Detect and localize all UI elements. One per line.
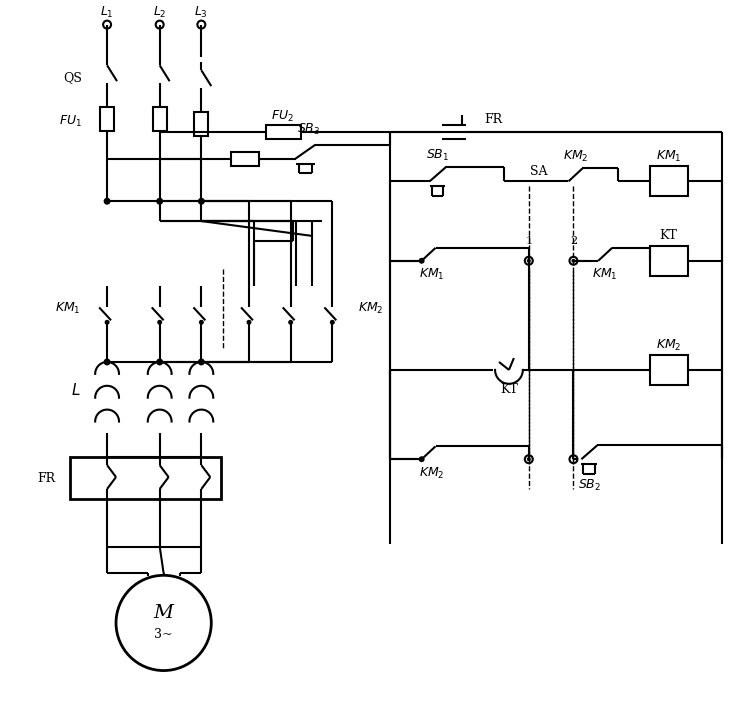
Bar (266, 125, 300, 138)
Circle shape (103, 198, 111, 204)
Text: $KM_2$: $KM_2$ (656, 338, 682, 353)
Text: FR: FR (37, 472, 55, 485)
Text: KT: KT (660, 229, 678, 242)
Circle shape (103, 21, 111, 29)
Text: $KM_1$: $KM_1$ (656, 149, 682, 164)
Bar (650, 246, 688, 275)
Circle shape (569, 455, 577, 463)
Text: $KM_1$: $KM_1$ (592, 267, 618, 282)
Circle shape (157, 320, 162, 325)
Text: 2: 2 (570, 236, 577, 246)
Text: 3~: 3~ (154, 628, 173, 641)
Text: $FU_1$: $FU_1$ (59, 114, 82, 129)
Circle shape (198, 358, 204, 366)
Circle shape (198, 198, 204, 204)
Text: QS: QS (64, 71, 82, 84)
Text: $L_3$: $L_3$ (195, 5, 208, 20)
Text: M: M (154, 604, 174, 622)
Circle shape (569, 257, 577, 265)
Text: $KM_2$: $KM_2$ (358, 301, 383, 316)
Circle shape (105, 320, 109, 325)
Circle shape (525, 257, 533, 265)
Circle shape (419, 258, 425, 264)
Circle shape (571, 259, 575, 262)
Circle shape (419, 456, 425, 462)
Circle shape (156, 21, 163, 29)
Circle shape (199, 320, 204, 325)
Bar (195, 112, 208, 136)
Circle shape (157, 358, 163, 366)
Text: $L_2$: $L_2$ (153, 5, 166, 20)
Text: $KM_1$: $KM_1$ (55, 301, 80, 316)
Text: 1: 1 (525, 236, 533, 246)
Circle shape (525, 455, 533, 463)
Text: FR: FR (484, 113, 503, 126)
Circle shape (527, 457, 531, 461)
Bar (153, 107, 166, 130)
Text: $L_1$: $L_1$ (100, 5, 114, 20)
Text: $SB_2$: $SB_2$ (577, 478, 601, 493)
Bar (100, 107, 114, 130)
Circle shape (116, 575, 211, 670)
Circle shape (330, 320, 335, 325)
Bar (650, 166, 688, 196)
Text: $KM_2$: $KM_2$ (562, 149, 588, 164)
Bar (231, 151, 259, 166)
Text: $SB_1$: $SB_1$ (426, 148, 449, 163)
Circle shape (103, 358, 111, 366)
Circle shape (198, 21, 205, 29)
Circle shape (246, 320, 252, 325)
Bar (650, 355, 688, 385)
Text: $KM_1$: $KM_1$ (419, 267, 444, 282)
Text: $FU_2$: $FU_2$ (271, 109, 294, 125)
Text: SA: SA (530, 165, 548, 178)
Circle shape (157, 198, 163, 204)
Bar (70, 457, 221, 499)
Circle shape (527, 259, 531, 262)
Circle shape (288, 320, 293, 325)
Text: KT: KT (500, 384, 518, 397)
Text: $L$: $L$ (70, 381, 80, 398)
Text: $KM_2$: $KM_2$ (419, 465, 444, 480)
Text: $SB_3$: $SB_3$ (297, 122, 321, 138)
